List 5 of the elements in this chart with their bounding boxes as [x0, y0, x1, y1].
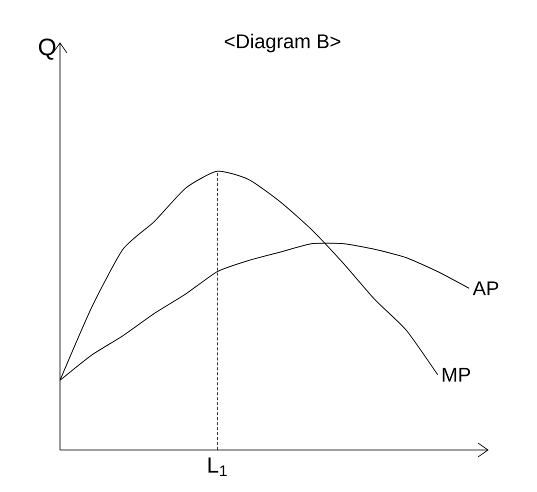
text: L$_{1}$	[208, 458, 227, 476]
series-label: AP	[472, 281, 498, 296]
chart-title: <Diagram B>	[224, 34, 340, 52]
series-label: MP	[442, 368, 470, 382]
y-axis-title: Q	[39, 38, 56, 60]
